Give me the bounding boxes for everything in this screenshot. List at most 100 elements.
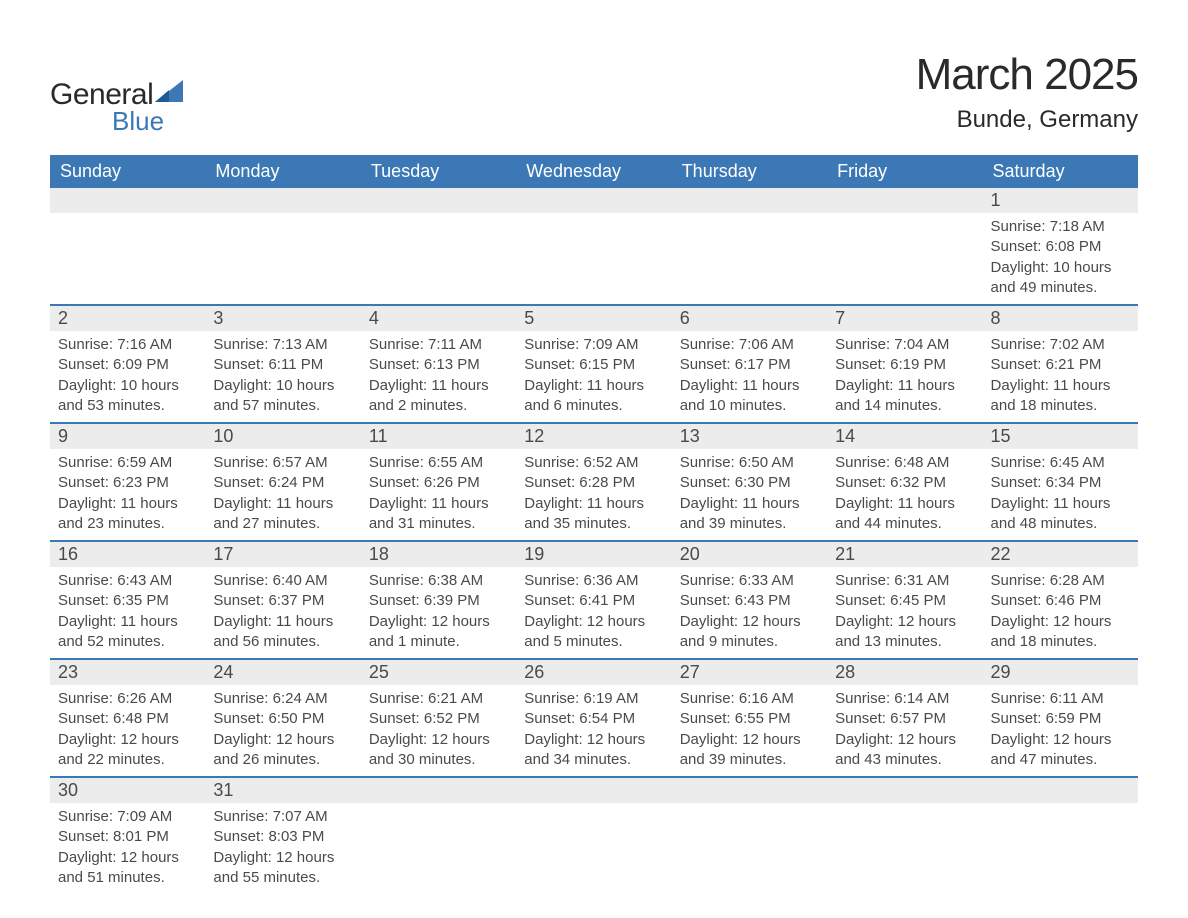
day-sunset: Sunset: 6:55 PM [680, 709, 819, 729]
day-number-cell [361, 188, 516, 213]
day-dl2: and 22 minutes. [58, 750, 197, 770]
day-dl1: Daylight: 12 hours [369, 730, 508, 750]
day-sunrise: Sunrise: 7:16 AM [58, 335, 197, 355]
day-sunrise: Sunrise: 6:38 AM [369, 571, 508, 591]
day-details-cell [827, 213, 982, 305]
day-sunset: Sunset: 6:19 PM [835, 355, 974, 375]
day-details-cell: Sunrise: 7:13 AMSunset: 6:11 PMDaylight:… [205, 331, 360, 423]
day-sunset: Sunset: 6:11 PM [213, 355, 352, 375]
day-number-cell: 24 [205, 659, 360, 685]
day-number-cell [827, 188, 982, 213]
day-details-cell: Sunrise: 7:07 AMSunset: 8:03 PMDaylight:… [205, 803, 360, 894]
day-sunset: Sunset: 6:17 PM [680, 355, 819, 375]
day-number: 5 [524, 308, 534, 328]
day-number: 20 [680, 544, 700, 564]
day-sunrise: Sunrise: 6:50 AM [680, 453, 819, 473]
day-number-cell: 9 [50, 423, 205, 449]
day-details-cell [827, 803, 982, 894]
day-sunset: Sunset: 6:24 PM [213, 473, 352, 493]
day-dl2: and 23 minutes. [58, 514, 197, 534]
details-row: Sunrise: 7:18 AMSunset: 6:08 PMDaylight:… [50, 213, 1138, 305]
day-dl1: Daylight: 12 hours [835, 612, 974, 632]
day-sunrise: Sunrise: 6:45 AM [991, 453, 1130, 473]
day-number-cell: 30 [50, 777, 205, 803]
day-number-cell: 20 [672, 541, 827, 567]
daynum-row: 9101112131415 [50, 423, 1138, 449]
day-number-cell: 23 [50, 659, 205, 685]
day-dl1: Daylight: 11 hours [369, 494, 508, 514]
day-dl2: and 27 minutes. [213, 514, 352, 534]
day-sunrise: Sunrise: 7:07 AM [213, 807, 352, 827]
day-details-cell: Sunrise: 7:11 AMSunset: 6:13 PMDaylight:… [361, 331, 516, 423]
day-sunrise: Sunrise: 7:09 AM [58, 807, 197, 827]
day-details-cell: Sunrise: 6:19 AMSunset: 6:54 PMDaylight:… [516, 685, 671, 777]
day-dl2: and 48 minutes. [991, 514, 1130, 534]
day-number-cell: 16 [50, 541, 205, 567]
day-number: 25 [369, 662, 389, 682]
day-sunset: Sunset: 8:01 PM [58, 827, 197, 847]
day-number: 4 [369, 308, 379, 328]
day-sunset: Sunset: 6:46 PM [991, 591, 1130, 611]
day-number: 26 [524, 662, 544, 682]
day-dl1: Daylight: 11 hours [213, 612, 352, 632]
day-number-cell: 12 [516, 423, 671, 449]
day-details-cell: Sunrise: 7:09 AMSunset: 6:15 PMDaylight:… [516, 331, 671, 423]
day-dl1: Daylight: 10 hours [58, 376, 197, 396]
day-dl1: Daylight: 11 hours [524, 494, 663, 514]
day-number-cell [516, 188, 671, 213]
day-dl2: and 39 minutes. [680, 750, 819, 770]
day-sunset: Sunset: 6:32 PM [835, 473, 974, 493]
day-sunrise: Sunrise: 6:16 AM [680, 689, 819, 709]
day-number: 3 [213, 308, 223, 328]
weekday-header: Monday [205, 155, 360, 188]
day-dl1: Daylight: 12 hours [835, 730, 974, 750]
day-number: 27 [680, 662, 700, 682]
day-number-cell: 29 [983, 659, 1138, 685]
day-number-cell: 13 [672, 423, 827, 449]
day-dl2: and 57 minutes. [213, 396, 352, 416]
day-details-cell: Sunrise: 6:38 AMSunset: 6:39 PMDaylight:… [361, 567, 516, 659]
day-dl2: and 43 minutes. [835, 750, 974, 770]
day-sunrise: Sunrise: 6:43 AM [58, 571, 197, 591]
day-number-cell: 4 [361, 305, 516, 331]
day-number-cell: 1 [983, 188, 1138, 213]
day-dl1: Daylight: 11 hours [991, 376, 1130, 396]
day-details-cell [516, 803, 671, 894]
day-number-cell: 25 [361, 659, 516, 685]
day-number: 10 [213, 426, 233, 446]
day-sunrise: Sunrise: 6:48 AM [835, 453, 974, 473]
day-details-cell [205, 213, 360, 305]
daynum-row: 1 [50, 188, 1138, 213]
day-sunrise: Sunrise: 7:09 AM [524, 335, 663, 355]
day-sunset: Sunset: 6:13 PM [369, 355, 508, 375]
day-number-cell: 15 [983, 423, 1138, 449]
details-row: Sunrise: 6:59 AMSunset: 6:23 PMDaylight:… [50, 449, 1138, 541]
day-dl1: Daylight: 11 hours [369, 376, 508, 396]
day-dl1: Daylight: 11 hours [835, 494, 974, 514]
day-dl1: Daylight: 11 hours [680, 494, 819, 514]
daynum-row: 16171819202122 [50, 541, 1138, 567]
day-sunrise: Sunrise: 6:11 AM [991, 689, 1130, 709]
day-dl1: Daylight: 12 hours [213, 848, 352, 868]
day-dl1: Daylight: 12 hours [369, 612, 508, 632]
day-sunset: Sunset: 6:35 PM [58, 591, 197, 611]
day-sunset: Sunset: 6:30 PM [680, 473, 819, 493]
day-dl2: and 2 minutes. [369, 396, 508, 416]
day-sunset: Sunset: 6:23 PM [58, 473, 197, 493]
title-block: March 2025 Bunde, Germany [916, 50, 1138, 134]
day-details-cell: Sunrise: 6:24 AMSunset: 6:50 PMDaylight:… [205, 685, 360, 777]
day-dl2: and 35 minutes. [524, 514, 663, 534]
day-number: 12 [524, 426, 544, 446]
day-details-cell [672, 213, 827, 305]
day-dl1: Daylight: 11 hours [58, 494, 197, 514]
daynum-row: 3031 [50, 777, 1138, 803]
day-sunrise: Sunrise: 6:55 AM [369, 453, 508, 473]
day-dl2: and 39 minutes. [680, 514, 819, 534]
day-dl2: and 9 minutes. [680, 632, 819, 652]
day-sunrise: Sunrise: 7:02 AM [991, 335, 1130, 355]
day-details-cell [361, 213, 516, 305]
day-dl2: and 34 minutes. [524, 750, 663, 770]
day-number-cell [516, 777, 671, 803]
day-sunset: Sunset: 6:41 PM [524, 591, 663, 611]
day-details-cell: Sunrise: 6:50 AMSunset: 6:30 PMDaylight:… [672, 449, 827, 541]
